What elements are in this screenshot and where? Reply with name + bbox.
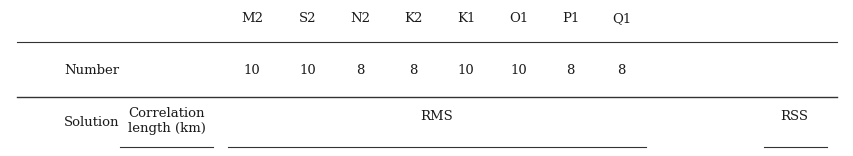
- Text: 8: 8: [356, 64, 364, 77]
- Text: 8: 8: [409, 64, 417, 77]
- Text: M2: M2: [241, 12, 263, 25]
- Text: Number: Number: [64, 64, 119, 77]
- Text: 10: 10: [457, 64, 474, 77]
- Text: S2: S2: [299, 12, 316, 25]
- Text: P1: P1: [561, 12, 578, 25]
- Text: K2: K2: [403, 12, 422, 25]
- Text: 10: 10: [299, 64, 316, 77]
- Text: Correlation: Correlation: [128, 107, 205, 120]
- Text: RSS: RSS: [780, 110, 807, 123]
- Text: Q1: Q1: [612, 12, 630, 25]
- Text: 8: 8: [566, 64, 574, 77]
- Text: length (km): length (km): [127, 122, 206, 135]
- Text: Solution: Solution: [64, 116, 119, 129]
- Text: 10: 10: [243, 64, 260, 77]
- Text: N2: N2: [350, 12, 370, 25]
- Text: O1: O1: [509, 12, 528, 25]
- Text: 8: 8: [617, 64, 625, 77]
- Text: 10: 10: [510, 64, 527, 77]
- Text: RMS: RMS: [420, 110, 453, 123]
- Text: K1: K1: [456, 12, 475, 25]
